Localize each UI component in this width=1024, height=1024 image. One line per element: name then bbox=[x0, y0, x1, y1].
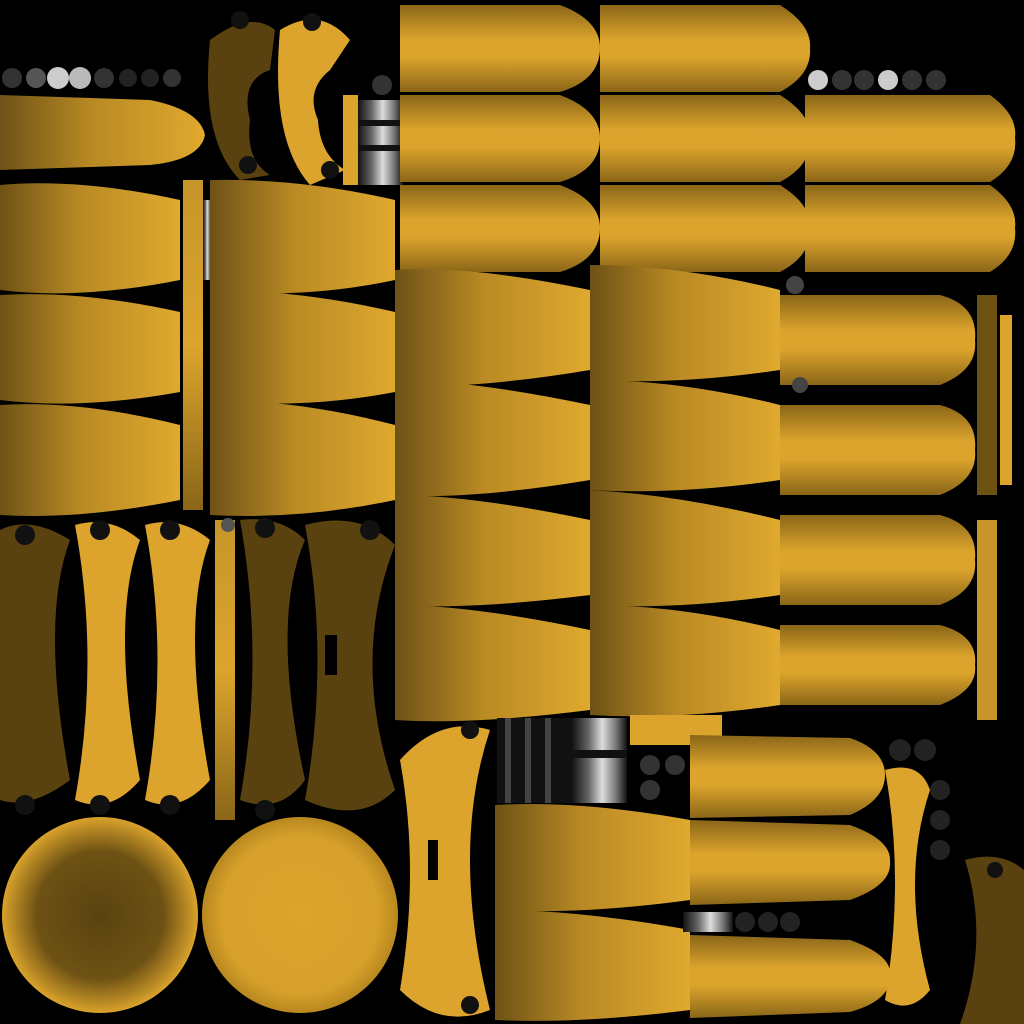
arc-bracket-icon bbox=[400, 721, 490, 1017]
cone-shell-icon bbox=[395, 265, 780, 722]
bolt-chain-icon bbox=[2, 67, 181, 89]
cone-shell-icon bbox=[780, 276, 1012, 720]
cone-shell-icon bbox=[495, 735, 891, 1021]
cone-shell-icon bbox=[400, 5, 1016, 272]
bolt-chain-icon bbox=[808, 70, 946, 90]
coil-spring-icon bbox=[497, 715, 722, 803]
disc-cap-icon bbox=[2, 817, 398, 1013]
cone-shell-icon bbox=[0, 95, 205, 170]
bolt-chain-icon bbox=[683, 739, 950, 932]
coil-spring-icon bbox=[343, 75, 403, 185]
arc-bracket-icon bbox=[885, 767, 1024, 1024]
arc-bracket-icon bbox=[208, 11, 350, 186]
arc-bracket-icon bbox=[0, 518, 395, 820]
cone-shell-icon bbox=[0, 179, 395, 516]
